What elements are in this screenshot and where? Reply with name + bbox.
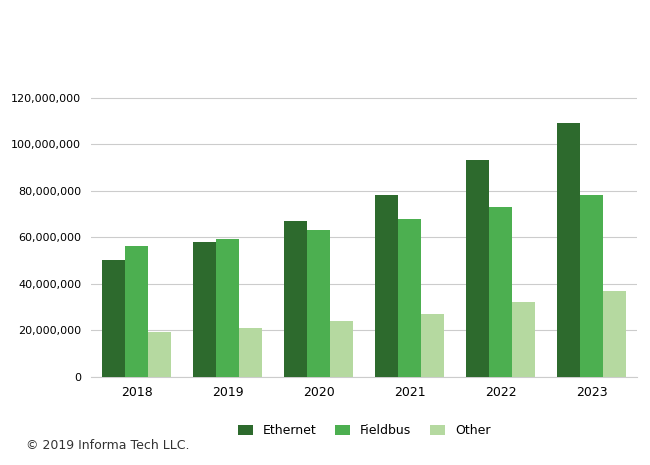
Legend: Ethernet, Fieldbus, Other: Ethernet, Fieldbus, Other	[233, 419, 495, 442]
Bar	[467, 160, 489, 377]
Bar	[125, 246, 148, 377]
Text: © 2019 Informa Tech LLC.: © 2019 Informa Tech LLC.	[26, 438, 190, 452]
Bar	[489, 207, 512, 377]
Bar	[421, 314, 443, 377]
Text: Global IIoT node unit shipment forecast by connectivity type: Global IIoT node unit shipment forecast …	[10, 21, 625, 39]
Bar	[194, 242, 216, 377]
Bar	[216, 239, 239, 377]
Bar	[376, 195, 398, 377]
Bar	[580, 195, 603, 377]
Bar	[148, 332, 170, 377]
Bar	[285, 221, 307, 377]
Bar	[307, 230, 330, 377]
Bar	[398, 219, 421, 377]
Bar	[512, 302, 534, 377]
Bar	[603, 291, 625, 377]
Bar	[330, 321, 352, 377]
Bar	[558, 123, 580, 377]
Bar	[103, 260, 125, 377]
Bar	[239, 328, 261, 377]
